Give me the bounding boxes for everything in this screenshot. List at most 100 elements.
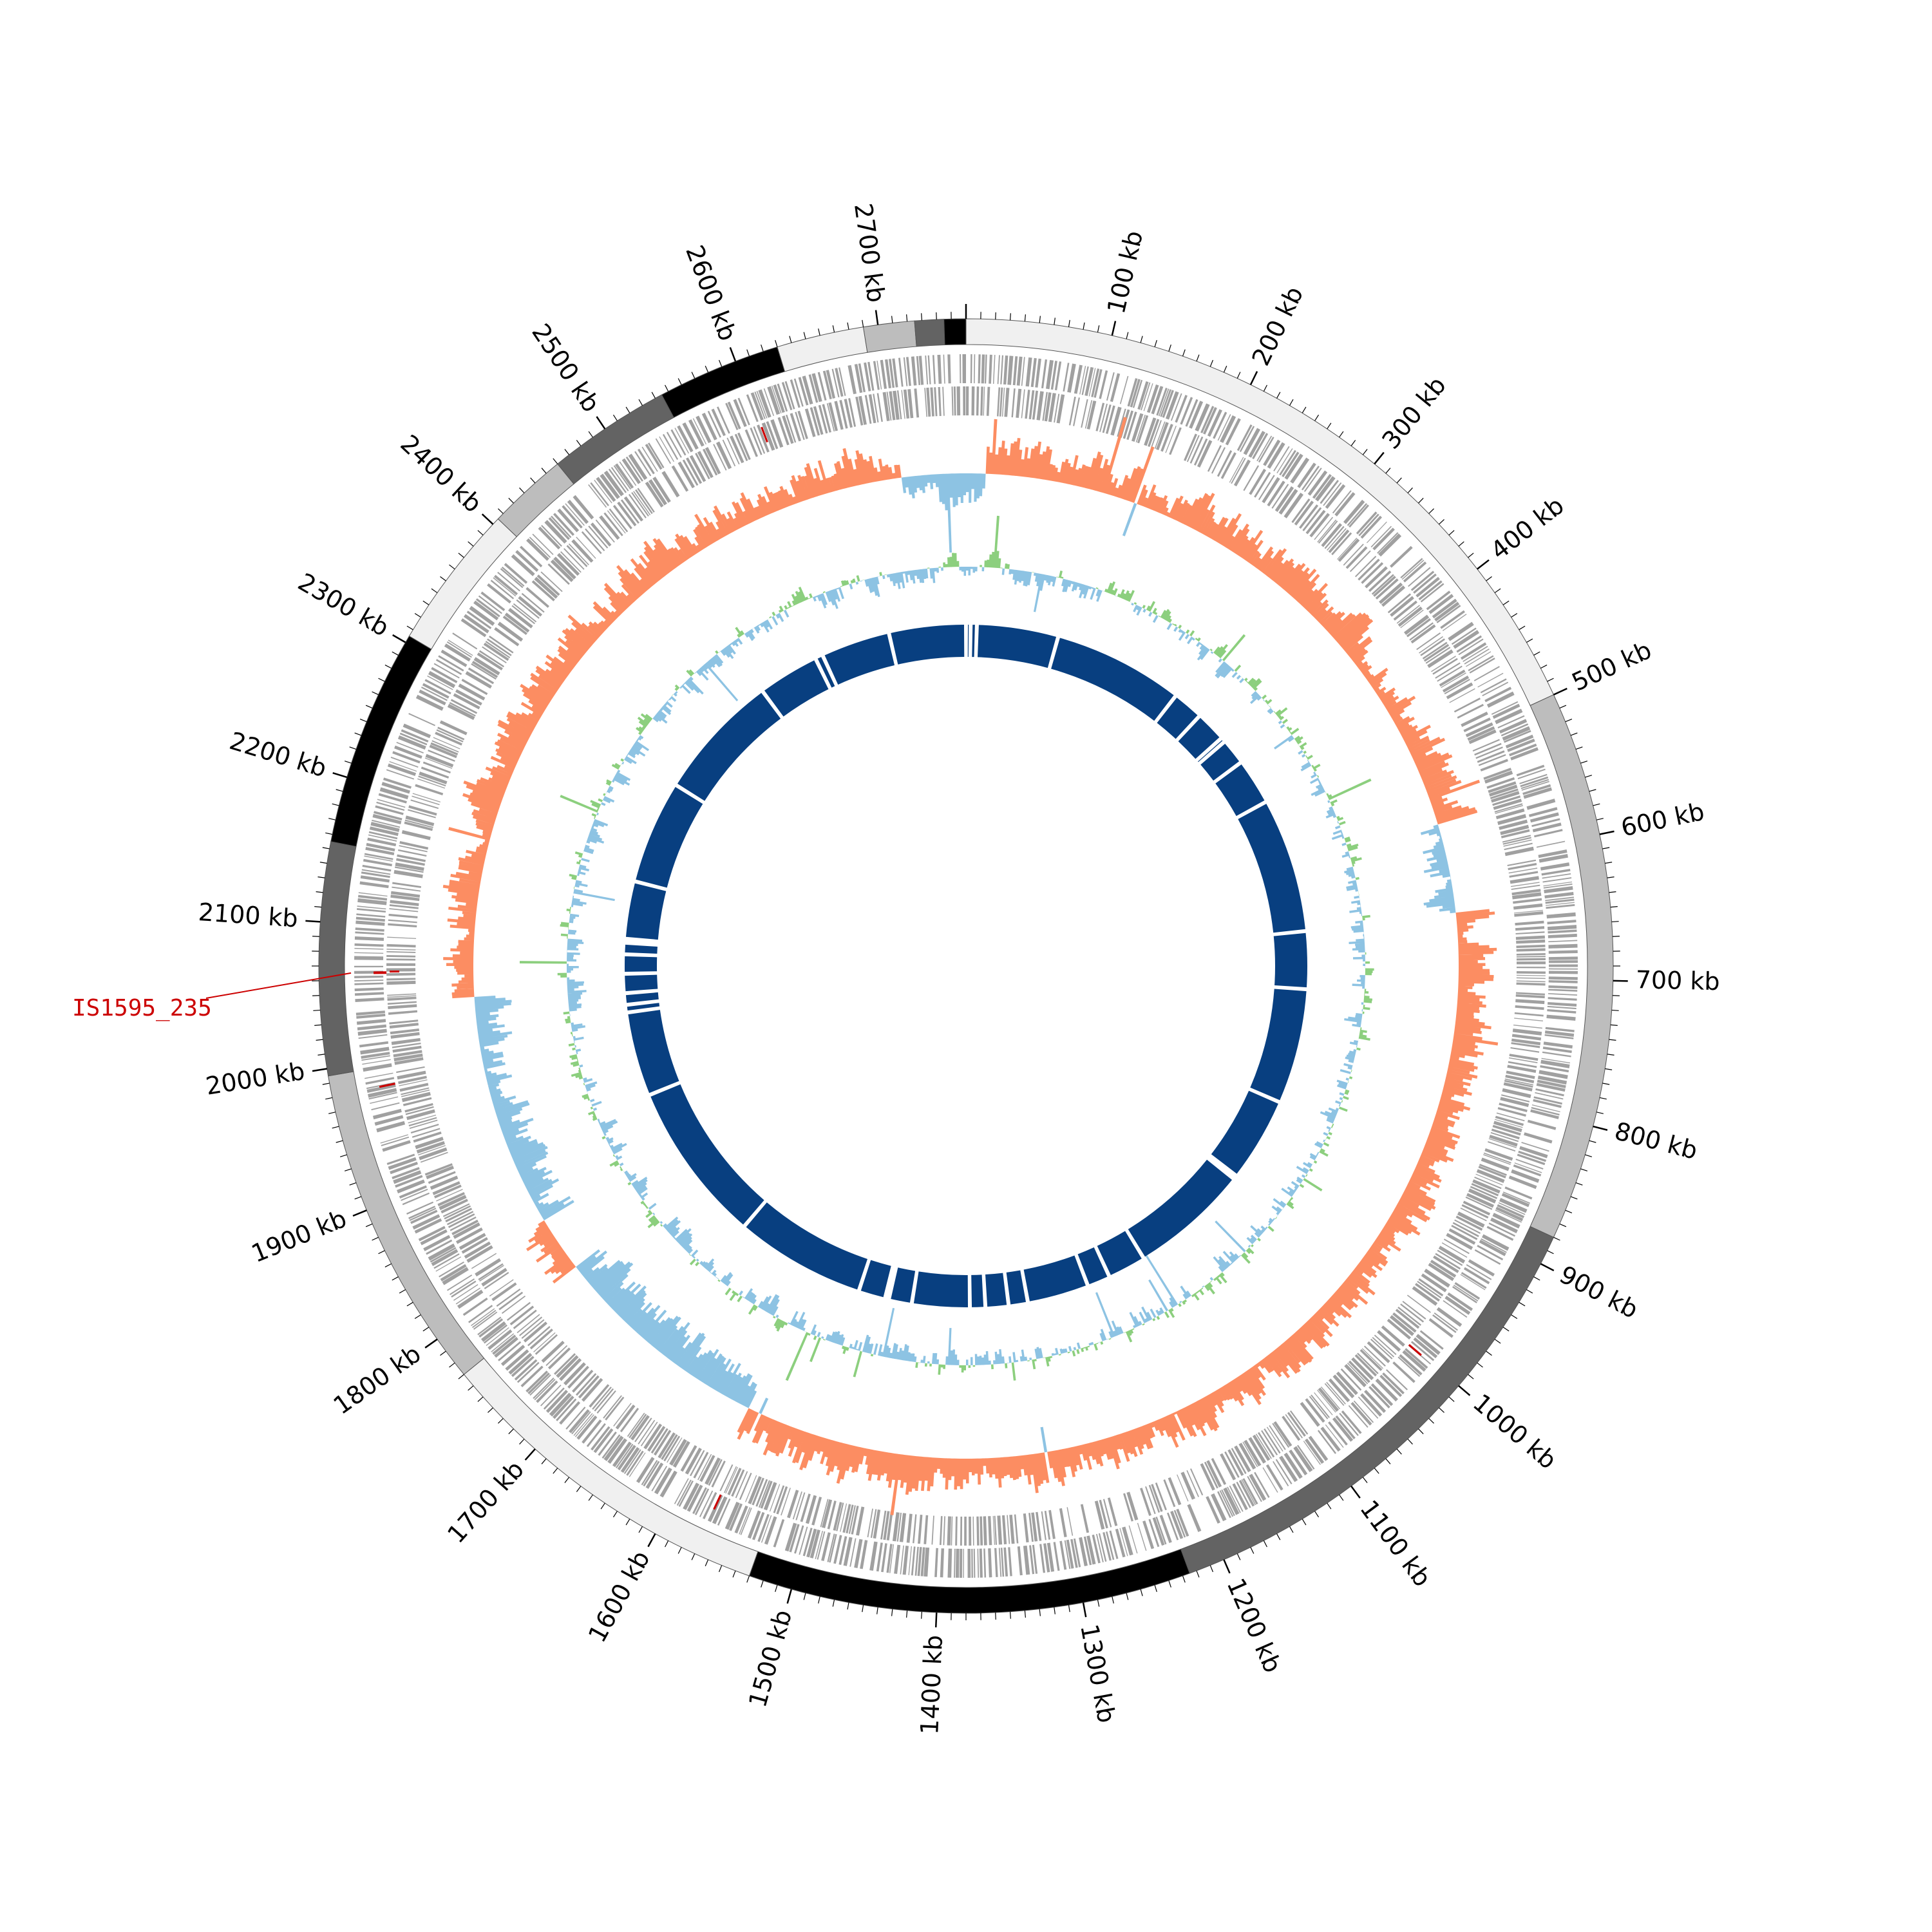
gene-feature (1335, 1415, 1356, 1439)
gene-feature (599, 515, 620, 540)
minor-tick (705, 1559, 709, 1567)
gene-feature (1492, 703, 1520, 719)
gene-feature (860, 1540, 868, 1569)
gene-feature (1339, 1412, 1359, 1436)
gene-feature (534, 1379, 556, 1401)
gene-feature (643, 1461, 660, 1487)
minor-tick (553, 1468, 558, 1474)
gene-feature (1435, 662, 1461, 679)
gene-feature (1536, 1083, 1566, 1092)
gene-feature (752, 1477, 764, 1506)
gene-feature (682, 422, 699, 450)
gene-feature (565, 1406, 586, 1430)
gene-feature (431, 740, 459, 753)
minor-tick (1533, 1276, 1540, 1281)
gene-feature (1406, 1294, 1431, 1313)
gene-feature (453, 693, 480, 710)
gene-feature (629, 1414, 647, 1439)
gene-feature (376, 801, 405, 811)
gene-feature (386, 951, 416, 953)
gene-feature (960, 1516, 963, 1546)
gene-feature (471, 661, 498, 678)
gene-feature (1518, 1150, 1547, 1162)
gene-feature (370, 1096, 399, 1104)
gene-feature (433, 737, 460, 750)
minor-tick (1486, 576, 1492, 582)
gene-feature (371, 1102, 400, 1111)
annotation-leader-line (205, 972, 352, 999)
tick-label-2700kb: 2700 kb (849, 202, 891, 304)
gene-feature (906, 1513, 913, 1543)
gene-feature (366, 842, 395, 852)
gene-feature (1160, 389, 1171, 417)
gene-feature (1508, 867, 1538, 874)
gene-feature (356, 1019, 386, 1025)
gene-feature (1466, 1264, 1492, 1280)
gene-feature (415, 694, 444, 711)
gene-feature (428, 1243, 455, 1261)
gene-feature (452, 632, 478, 650)
gene-feature (1002, 1515, 1007, 1545)
minor-tick (891, 316, 893, 323)
gene-feature (1348, 1405, 1368, 1428)
gene-feature (876, 393, 883, 422)
gene-feature (1044, 392, 1052, 422)
gene-feature (959, 354, 961, 384)
gene-feature (1185, 399, 1198, 427)
gene-feature (1484, 1148, 1513, 1161)
gene-feature (396, 1066, 425, 1074)
gene-feature (848, 365, 857, 395)
gene-feature (1331, 532, 1352, 556)
gene-feature (1534, 829, 1563, 838)
minor-tick (1009, 1611, 1011, 1619)
gene-feature (623, 1449, 641, 1474)
gene-feature (399, 845, 428, 853)
gene-feature (1409, 622, 1434, 641)
gene-feature (1079, 1537, 1088, 1567)
gene-feature (1523, 787, 1553, 799)
gene-feature (1278, 489, 1298, 515)
gene-feature (1186, 435, 1200, 462)
gene-feature (930, 387, 934, 417)
gene-feature (613, 1403, 632, 1426)
minor-tick (1448, 1396, 1455, 1402)
minor-tick (458, 553, 464, 558)
gene-feature (390, 1161, 418, 1175)
gene-feature (1105, 405, 1115, 434)
gene-feature (1356, 511, 1378, 535)
minor-tick (440, 576, 446, 582)
gene-feature (1509, 1054, 1539, 1061)
gene-feature (643, 1423, 663, 1450)
gene-feature (1499, 719, 1528, 734)
major-tick (392, 634, 406, 643)
gene-feature (565, 503, 585, 526)
gene-feature (545, 1390, 569, 1414)
gene-feature (1036, 391, 1044, 421)
gene-feature (1490, 1217, 1518, 1234)
gene-feature (937, 354, 942, 384)
gene-feature (354, 992, 384, 996)
gene-feature (354, 982, 384, 985)
gene-feature (898, 357, 904, 387)
gene-feature (1328, 529, 1350, 553)
gene-feature (1165, 391, 1179, 420)
minor-tick (1589, 1140, 1596, 1143)
gene-feature (601, 1434, 621, 1459)
gene-feature (480, 1321, 507, 1342)
gene-feature (445, 1208, 473, 1223)
gene-feature (1481, 1157, 1510, 1171)
gene-feature (586, 1423, 606, 1448)
gene-feature (448, 1213, 475, 1228)
minor-tick (1526, 1289, 1533, 1294)
gene-feature (421, 766, 450, 779)
gene-feature (693, 1452, 709, 1479)
minor-tick (1407, 488, 1413, 493)
gene-feature (419, 772, 448, 784)
minor-tick (498, 508, 504, 514)
gene-feature (1016, 356, 1023, 386)
gene-feature (1405, 1348, 1428, 1369)
gene-feature (979, 1548, 983, 1578)
gene-feature (1115, 1528, 1126, 1558)
gene-feature (1294, 500, 1314, 526)
gene-feature (1370, 1383, 1394, 1406)
